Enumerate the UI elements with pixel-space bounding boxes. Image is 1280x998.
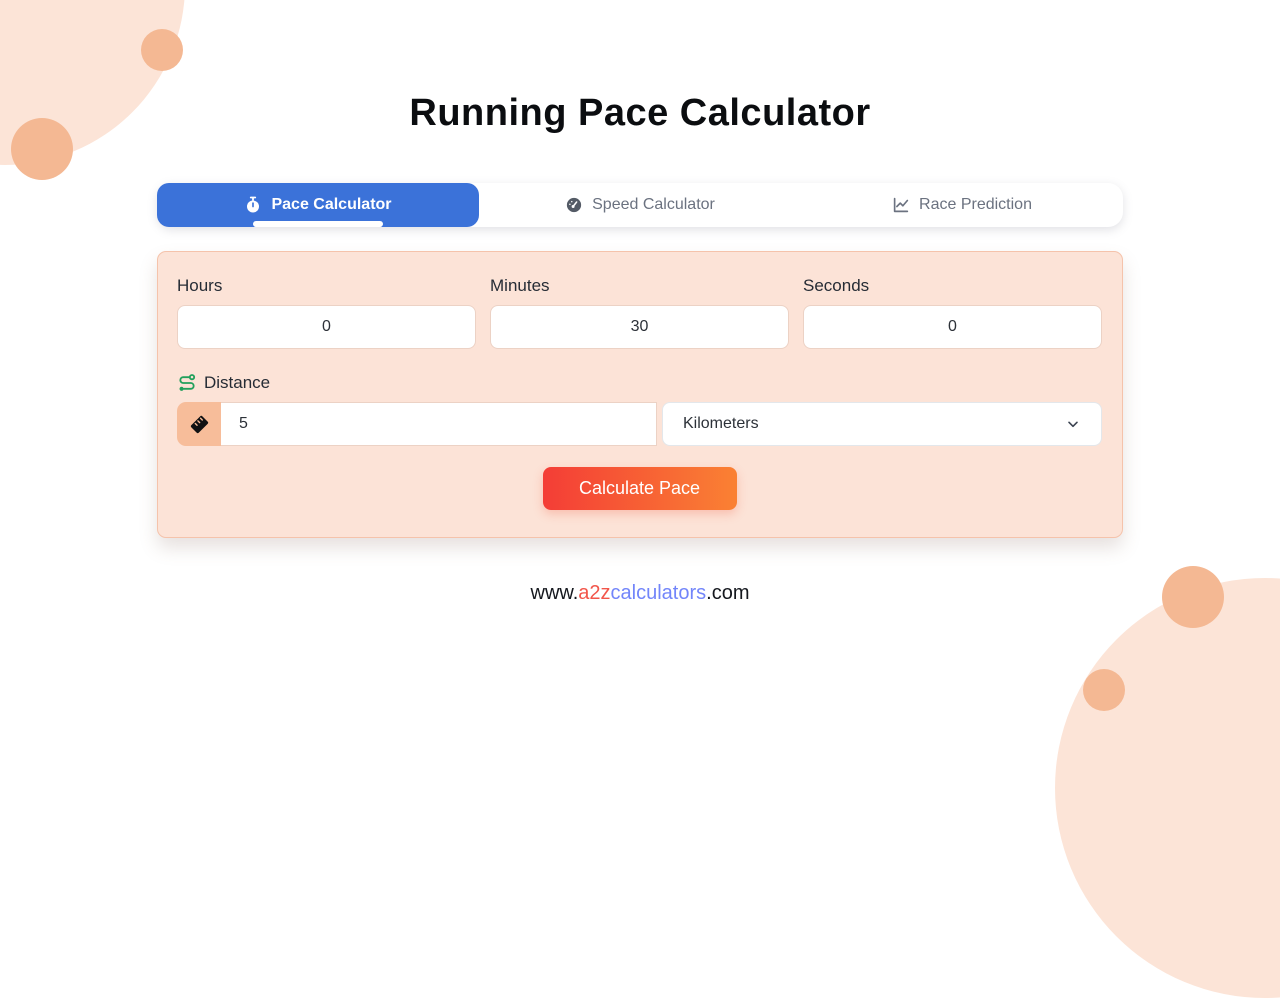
distance-input-row: Kilometers (177, 402, 1102, 446)
tab-label: Pace Calculator (271, 196, 392, 213)
page-title: Running Pace Calculator (409, 92, 871, 134)
pace-form-card: Hours Minutes Seconds (157, 251, 1123, 538)
distance-label: Distance (204, 373, 271, 392)
hours-field-group: Hours (177, 276, 476, 349)
hours-label: Hours (177, 276, 223, 295)
tab-race-prediction[interactable]: Race Prediction (801, 183, 1123, 227)
decor-circle-top-left-medium (11, 118, 73, 180)
minutes-field-group: Minutes (490, 276, 789, 349)
distance-label-row: Distance (177, 373, 1102, 393)
hours-input[interactable] (177, 305, 476, 349)
seconds-label: Seconds (803, 276, 870, 295)
calculate-pace-button[interactable]: Calculate Pace (542, 467, 737, 510)
chart-line-icon (892, 196, 910, 214)
footer-url: www.a2zcalculators.com (0, 582, 1280, 605)
decor-circle-bottom-right-large (1055, 578, 1280, 998)
chevron-down-icon (1065, 416, 1081, 432)
seconds-field-group: Seconds (803, 276, 1102, 349)
tab-speed-calculator[interactable]: Speed Calculator (479, 183, 801, 227)
footer-brand-calculators: calculators (610, 582, 707, 604)
distance-input[interactable] (221, 402, 657, 446)
speedometer-icon (565, 196, 583, 214)
button-row: Calculate Pace (177, 467, 1102, 510)
selected-unit: Kilometers (683, 415, 759, 432)
active-tab-indicator (253, 221, 383, 227)
distance-unit-select[interactable]: Kilometers (662, 402, 1102, 446)
ruler-icon (189, 414, 210, 435)
decor-circle-top-left-small (141, 29, 183, 71)
decor-circle-bottom-right-medium (1162, 566, 1224, 628)
tab-label: Race Prediction (919, 196, 1032, 213)
route-icon (177, 373, 197, 393)
ruler-addon (177, 402, 221, 446)
tab-label: Speed Calculator (592, 196, 715, 213)
minutes-label: Minutes (490, 276, 550, 295)
stopwatch-icon (244, 196, 262, 214)
seconds-input[interactable] (803, 305, 1102, 349)
footer-prefix: www. (530, 582, 579, 604)
tab-pace-calculator[interactable]: Pace Calculator (157, 183, 479, 227)
time-inputs-grid: Hours Minutes Seconds (177, 276, 1102, 349)
decor-circle-bottom-right-small (1083, 669, 1125, 711)
tab-bar: Pace Calculator Speed Calculator (157, 183, 1123, 227)
footer-brand-a2z: a2z (578, 582, 611, 604)
calculator-container: Pace Calculator Speed Calculator (157, 183, 1123, 538)
minutes-input[interactable] (490, 305, 789, 349)
footer-suffix: .com (706, 582, 750, 604)
